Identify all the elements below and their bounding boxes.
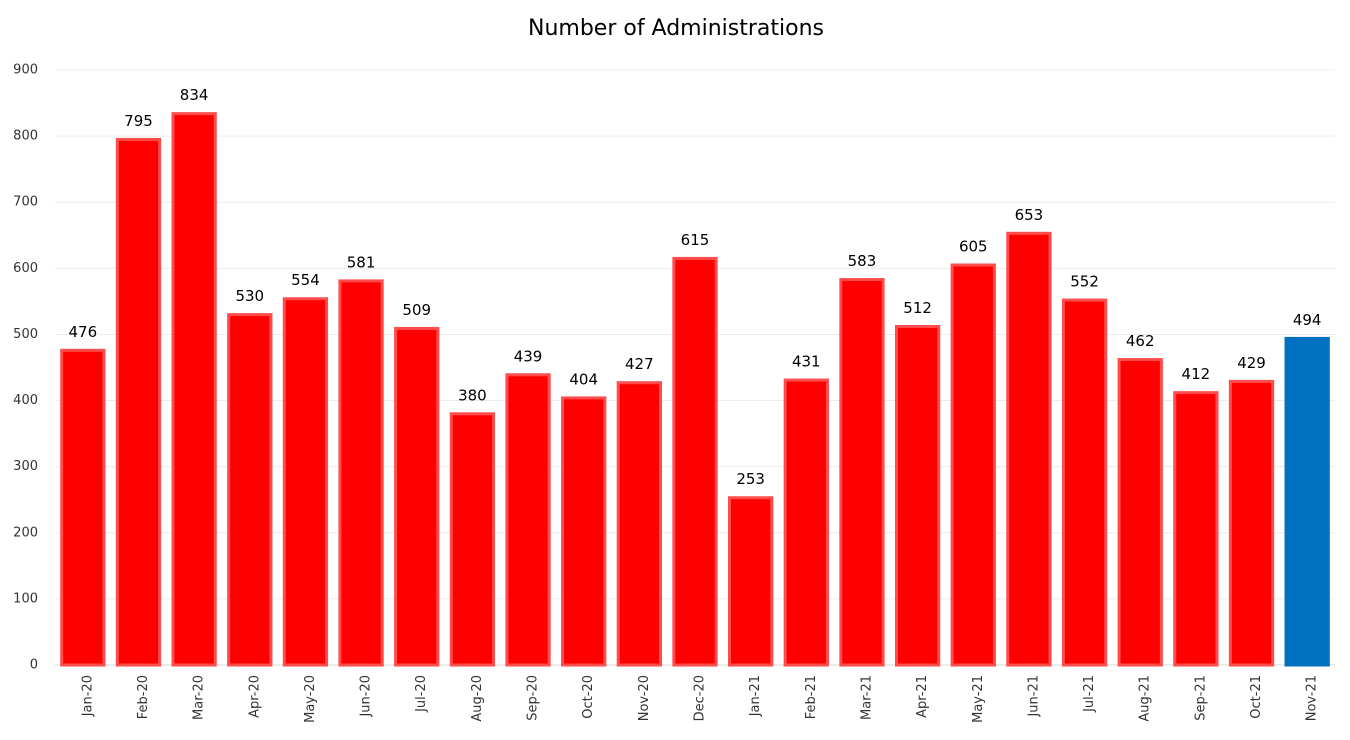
x-tick-label: Mar-21	[859, 675, 874, 720]
value-label: 509	[402, 301, 431, 319]
bar	[894, 325, 941, 667]
value-label: 795	[124, 112, 153, 130]
x-tick-label: Nov-20	[637, 675, 652, 721]
x-tick-label: Apr-21	[915, 675, 930, 718]
y-tick-label: 500	[13, 327, 38, 342]
y-tick-label: 900	[13, 63, 38, 78]
y-tick-label: 700	[13, 195, 38, 210]
value-label: 834	[180, 86, 209, 104]
y-tick-label: 600	[13, 261, 38, 276]
bar	[338, 279, 384, 667]
x-tick-label: Aug-21	[1138, 675, 1153, 722]
bar	[60, 348, 106, 667]
bar	[449, 412, 496, 667]
value-label: 253	[736, 470, 765, 488]
bar	[1006, 231, 1052, 667]
x-tick-label: Oct-21	[1249, 675, 1264, 719]
x-tick-label: May-20	[303, 675, 318, 723]
value-label: 605	[959, 238, 988, 256]
bar	[115, 137, 162, 667]
value-label: 427	[625, 355, 654, 373]
bar	[1173, 391, 1219, 667]
x-tick-label: Jan-20	[80, 675, 95, 717]
bar	[282, 297, 329, 667]
x-tick-label: Oct-20	[581, 675, 596, 719]
x-tick-label: Dec-20	[693, 675, 708, 721]
x-tick-label: Feb-20	[136, 675, 151, 719]
bar	[1228, 379, 1275, 667]
value-label: 552	[1070, 273, 1099, 291]
bar	[505, 373, 551, 667]
bar	[616, 381, 662, 667]
value-label: 653	[1015, 206, 1044, 224]
value-label: 431	[792, 353, 821, 371]
y-tick-label: 0	[30, 658, 38, 673]
x-tick-label: Jul-21	[1082, 675, 1097, 713]
bar	[839, 278, 885, 667]
bar	[171, 112, 217, 667]
bar	[728, 496, 774, 667]
value-label: 404	[569, 370, 598, 388]
bar	[783, 378, 829, 667]
x-tick-label: Sep-20	[526, 675, 541, 721]
value-label: 583	[848, 252, 877, 270]
value-label: 494	[1293, 311, 1322, 329]
bar	[1117, 358, 1163, 667]
value-label: 581	[347, 253, 376, 271]
bar	[1284, 336, 1330, 667]
bar	[561, 396, 607, 667]
y-tick-label: 800	[13, 129, 38, 144]
chart-title: Number of Administrations	[528, 16, 824, 41]
value-label: 512	[903, 299, 932, 317]
bar	[1061, 298, 1108, 667]
value-label: 615	[681, 231, 710, 249]
value-label: 462	[1126, 332, 1155, 350]
value-label: 554	[291, 271, 320, 289]
bar	[394, 326, 440, 667]
value-label: 412	[1182, 365, 1211, 383]
x-tick-label: Feb-21	[804, 675, 819, 719]
x-tick-label: Mar-20	[192, 675, 207, 720]
y-tick-label: 200	[13, 525, 38, 540]
x-tick-label: Jan-21	[748, 675, 763, 717]
value-label: 429	[1237, 354, 1266, 372]
value-label: 476	[69, 323, 98, 341]
x-tick-label: Jun-21	[1026, 675, 1041, 718]
y-tick-label: 100	[13, 591, 38, 606]
value-label: 439	[514, 347, 543, 365]
x-tick-label: Jul-20	[414, 675, 429, 713]
x-tick-label: Aug-20	[470, 675, 485, 722]
value-label: 380	[458, 386, 487, 404]
value-label: 530	[235, 287, 264, 305]
x-tick-label: Apr-20	[247, 675, 262, 718]
x-tick-label: May-21	[971, 675, 986, 723]
bar	[950, 263, 996, 667]
bar	[227, 313, 273, 667]
y-tick-label: 400	[13, 393, 38, 408]
x-tick-label: Nov-21	[1305, 675, 1320, 721]
y-tick-label: 300	[13, 459, 38, 474]
x-tick-label: Jun-20	[359, 675, 374, 718]
x-tick-label: Sep-21	[1193, 675, 1208, 721]
bar	[672, 256, 718, 667]
